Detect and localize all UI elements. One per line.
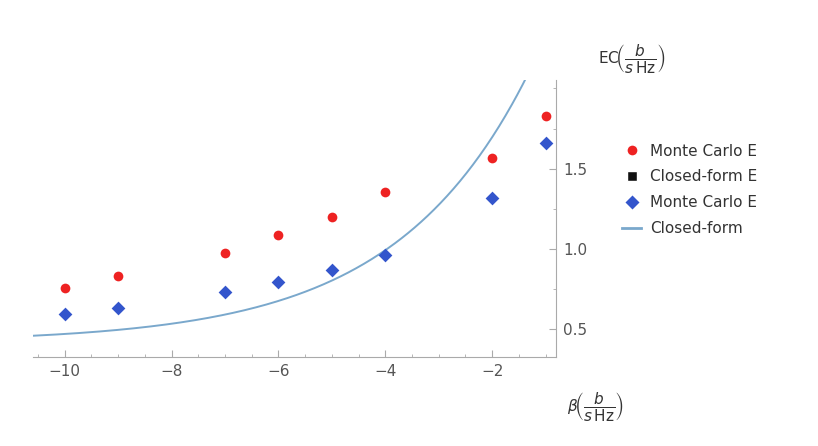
- Point: [379, 189, 392, 196]
- Point: [379, 189, 392, 196]
- Point: [326, 213, 339, 220]
- Point: [111, 272, 124, 279]
- Point: [111, 272, 124, 279]
- Point: [58, 284, 71, 291]
- Point: [111, 304, 124, 311]
- Point: [272, 278, 285, 285]
- Point: [379, 251, 392, 258]
- Point: [539, 112, 552, 119]
- Point: [539, 140, 552, 147]
- Point: [218, 288, 231, 295]
- Point: [486, 155, 499, 162]
- Point: [218, 250, 231, 257]
- Point: [272, 231, 285, 238]
- Point: [486, 194, 499, 201]
- Point: [539, 112, 552, 119]
- Point: [326, 213, 339, 220]
- Point: [58, 310, 71, 318]
- Text: $\mathrm{EC}\!\left(\dfrac{b}{s\,\mathrm{Hz}}\right)$: $\mathrm{EC}\!\left(\dfrac{b}{s\,\mathrm…: [598, 42, 666, 75]
- Legend: Monte Carlo E, Closed-form E, Monte Carlo E, Closed-form: Monte Carlo E, Closed-form E, Monte Carl…: [616, 138, 763, 242]
- Point: [218, 250, 231, 257]
- Point: [486, 155, 499, 162]
- Point: [272, 231, 285, 238]
- Point: [326, 266, 339, 273]
- Point: [58, 284, 71, 291]
- Text: $\beta\!\left(\dfrac{b}{s\,\mathrm{Hz}}\right)$: $\beta\!\left(\dfrac{b}{s\,\mathrm{Hz}}\…: [567, 390, 624, 423]
